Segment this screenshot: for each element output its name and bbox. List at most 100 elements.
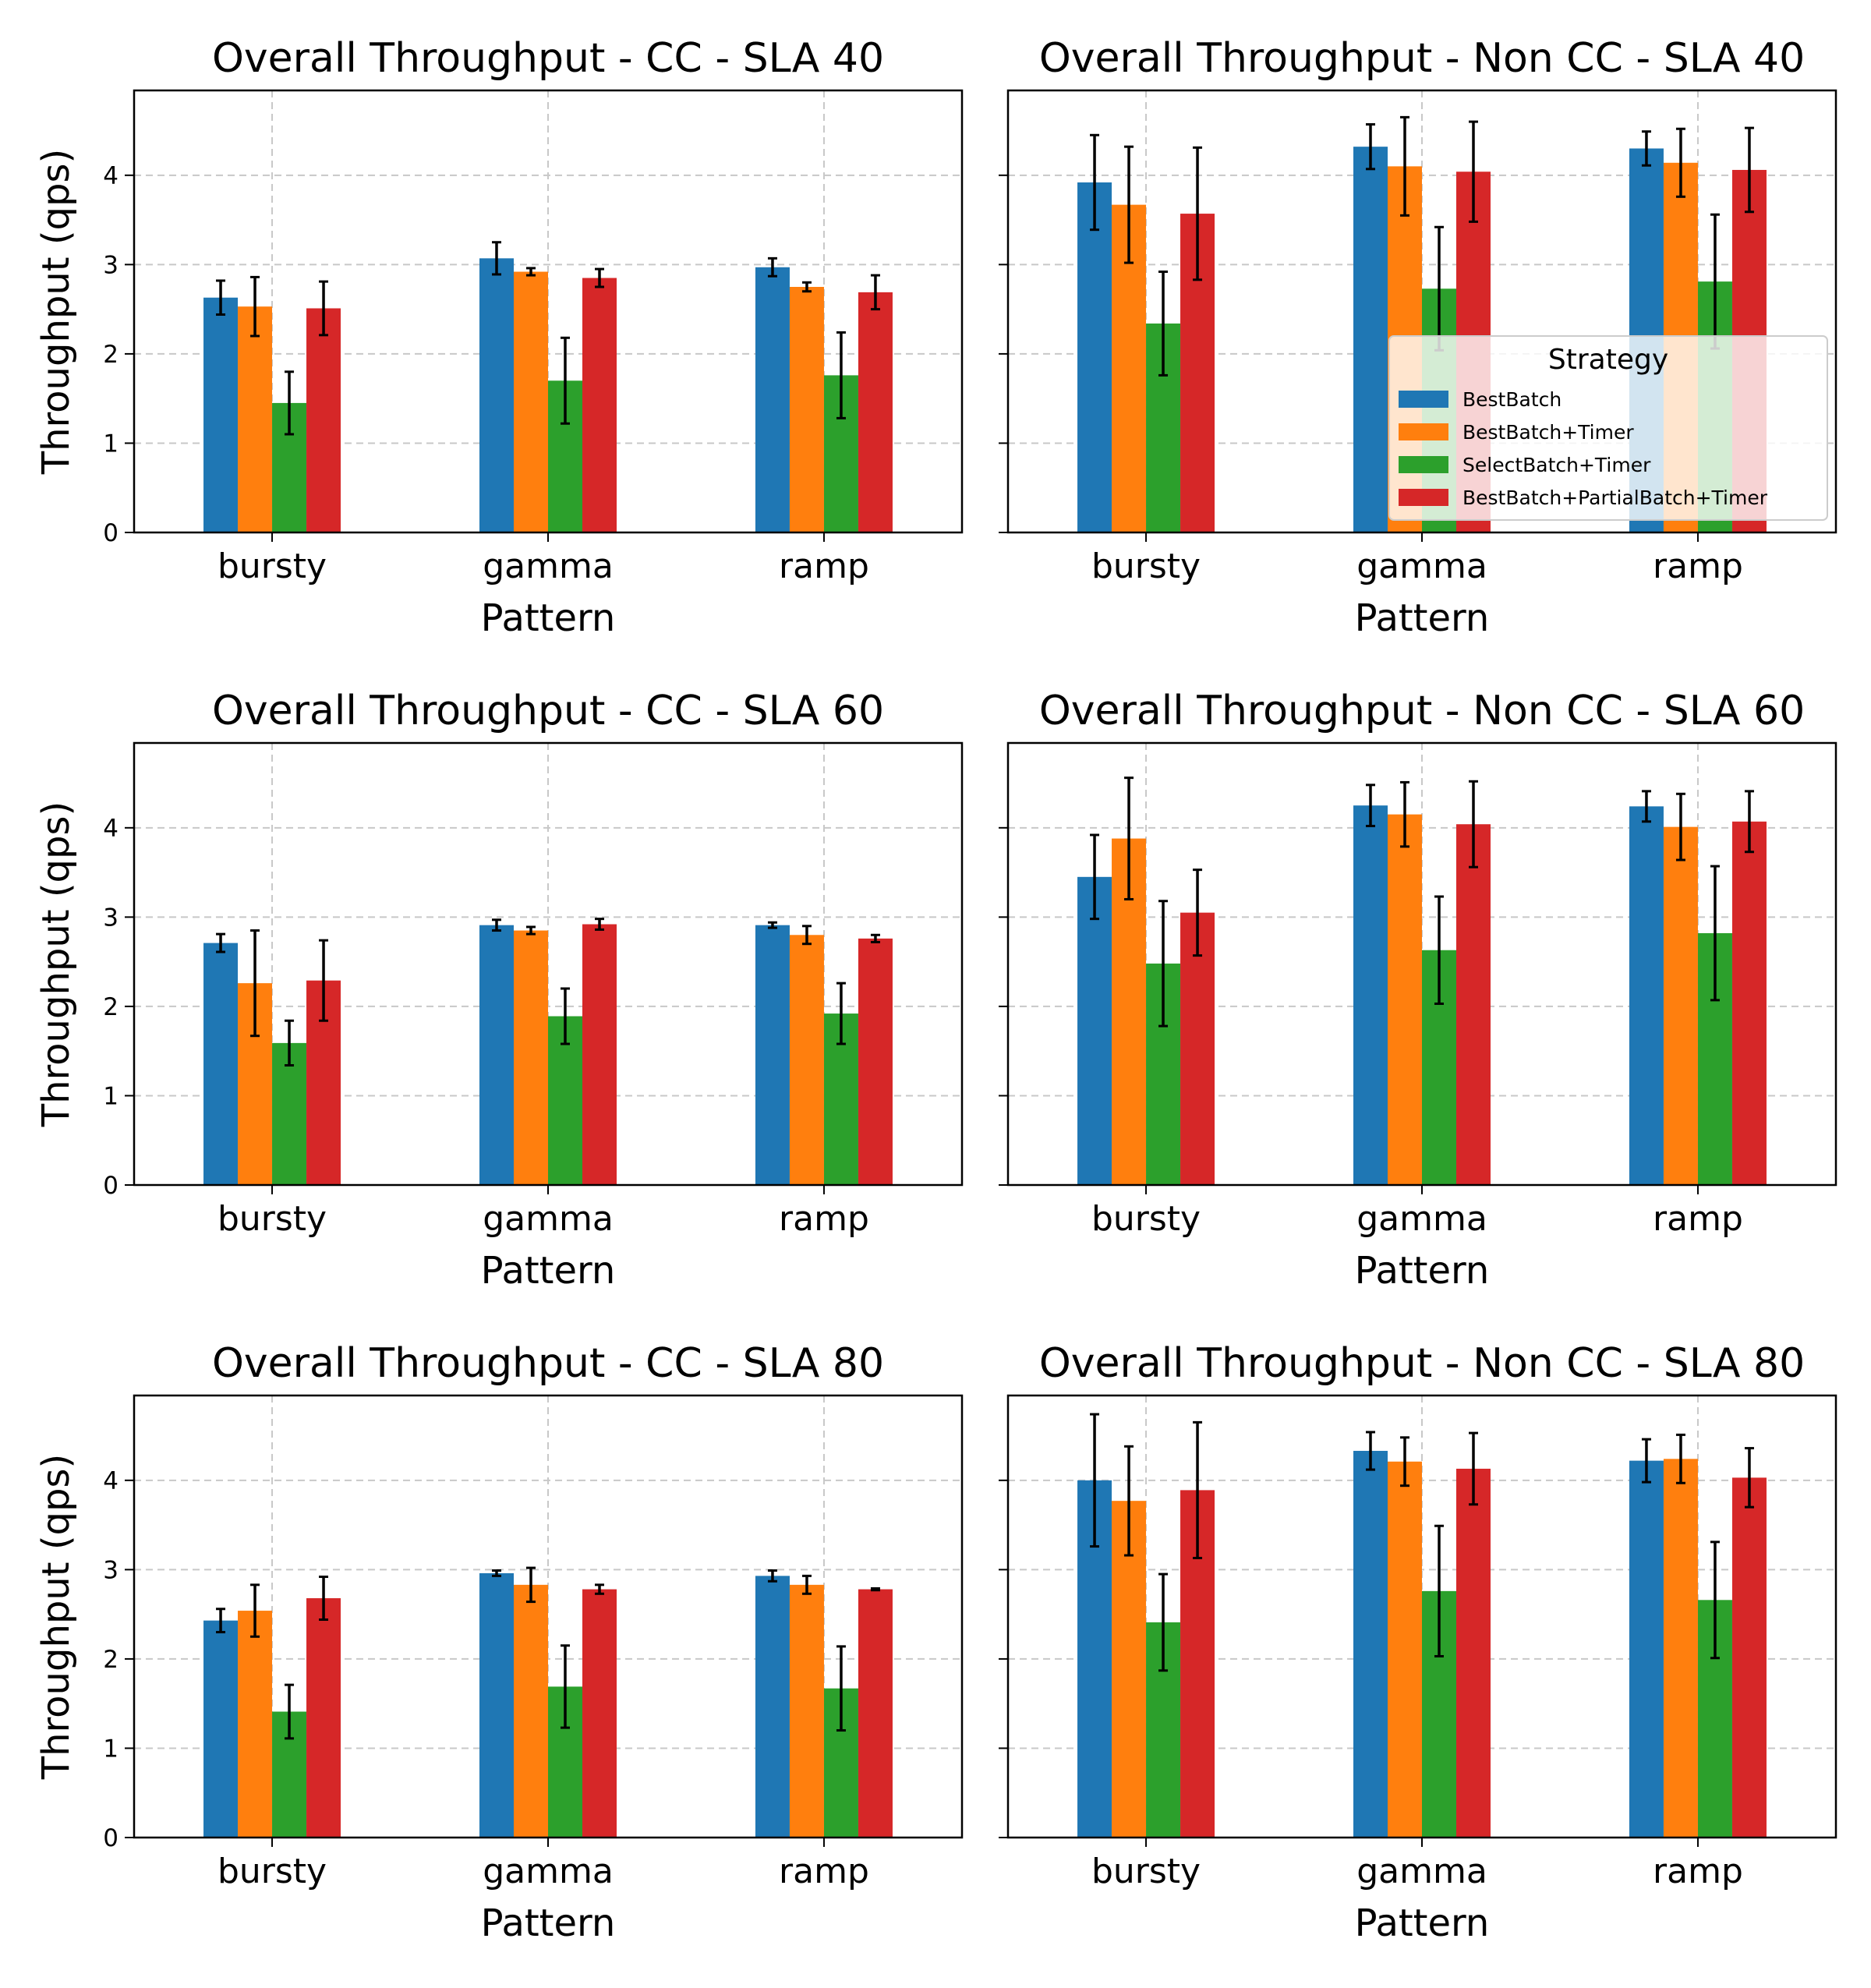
bar [582,1589,617,1838]
bar [306,308,341,532]
legend-label: SelectBatch+Timer [1462,454,1651,476]
x-tick-label: gamma [483,1852,614,1891]
x-tick-label: bursty [1091,547,1201,586]
bar [582,278,617,532]
legend: Strategy BestBatch BestBatch+Timer SelectBa… [1388,335,1828,521]
y-tick-label: 1 [103,430,118,458]
y-tick-label: 4 [103,162,118,190]
y-tick-label: 0 [103,519,118,547]
x-tick-label: ramp [1653,1852,1743,1891]
bar [238,1611,273,1838]
x-tick-label: ramp [779,1852,869,1891]
x-tick-label: bursty [1091,1199,1201,1239]
y-tick-label: 1 [103,1735,118,1763]
bar [514,930,548,1185]
bar [1663,1459,1698,1838]
bar [238,306,273,532]
bar [789,935,824,1185]
x-tick-label: bursty [218,1852,327,1891]
chart-title: Overall Throughput - CC - SLA 80 [212,1340,884,1387]
chart-panel-4: bursty gamma ramp Pattern Overall Throughput… [999,688,1837,1293]
bar [479,925,514,1185]
bar [306,1598,341,1838]
y-tick-label: 0 [103,1824,118,1852]
y-axis-label: Throughput (qps) [34,801,78,1127]
chart-title: Overall Throughput - CC - SLA 40 [212,35,884,82]
bar [1731,821,1767,1185]
bar [1112,1501,1147,1838]
x-axis-label: Pattern [1355,1249,1490,1293]
y-axis-label: Throughput (qps) [34,1454,78,1780]
y-tick-label: 2 [103,1646,118,1674]
bar [789,1584,824,1838]
x-tick-label: gamma [483,1199,614,1239]
bar [755,267,790,532]
bar [1077,182,1112,532]
chart-title: Overall Throughput - Non CC - SLA 60 [1039,688,1805,734]
y-tick-label: 4 [103,1467,118,1495]
y-tick-label: 3 [103,904,118,932]
y-tick-label: 3 [103,1556,118,1584]
y-tick-label: 4 [103,815,118,843]
x-tick-label: bursty [1091,1852,1201,1891]
bar [858,292,893,532]
chart-panel-6: bursty gamma ramp Pattern Overall Throughput… [999,1340,1837,1945]
x-tick-label: bursty [218,547,327,586]
bar [1353,805,1388,1185]
bar [1077,876,1112,1185]
x-tick-label: gamma [1356,547,1487,586]
bar [514,1584,548,1838]
bar [1180,912,1215,1185]
bar [858,938,893,1185]
bar [514,271,548,532]
bar [1731,1477,1767,1838]
bar [1388,1461,1422,1838]
x-tick-label: ramp [779,547,869,586]
bar [272,1042,307,1185]
legend-title: Strategy [1548,344,1668,376]
y-tick-label: 0 [103,1172,118,1200]
chart-panel-5: 0 1 2 3 4 bursty gamma ramp Pattern Throughput (q… [34,1340,964,1945]
bar [1456,1468,1491,1838]
legend-swatch [1399,489,1448,506]
bar [203,943,239,1185]
bar [203,297,239,532]
y-tick-label: 1 [103,1082,118,1110]
x-tick-label: gamma [483,547,614,586]
chart-title: Overall Throughput - Non CC - SLA 40 [1039,35,1805,82]
bar [479,1572,514,1838]
bar [858,1589,893,1838]
x-axis-label: Pattern [1355,596,1490,640]
chart-panel-3: 0 1 2 3 4 bursty gamma ramp Pattern Throughput (q… [34,688,964,1293]
bar [582,924,617,1185]
x-tick-label: gamma [1356,1199,1487,1239]
bar [1629,1460,1664,1838]
x-axis-label: Pattern [481,1249,616,1293]
bar [789,287,824,532]
x-tick-label: ramp [1653,1199,1743,1239]
bar [479,258,514,532]
x-tick-label: gamma [1356,1852,1487,1891]
legend-label: BestBatch+Timer [1462,421,1634,444]
x-axis-label: Pattern [481,1901,616,1945]
legend-swatch [1399,456,1448,473]
bar [755,1576,790,1838]
legend-swatch [1399,391,1448,408]
bar [755,925,790,1185]
x-tick-label: bursty [218,1199,327,1239]
bar [1388,814,1422,1185]
chart-title: Overall Throughput - Non CC - SLA 80 [1039,1340,1805,1387]
x-tick-label: ramp [779,1199,869,1239]
bar [1353,1451,1388,1838]
chart-title: Overall Throughput - CC - SLA 60 [212,688,884,734]
x-axis-label: Pattern [481,596,616,640]
bar [1456,824,1491,1185]
legend-swatch [1399,423,1448,440]
bar [1663,826,1698,1185]
y-tick-label: 2 [103,993,118,1021]
chart-panel-1: 0 1 2 3 4 bursty gamma ramp Pattern Throughput (q… [34,35,964,640]
y-axis-label: Throughput (qps) [34,149,78,475]
bar [1353,147,1388,532]
bar [203,1620,239,1838]
